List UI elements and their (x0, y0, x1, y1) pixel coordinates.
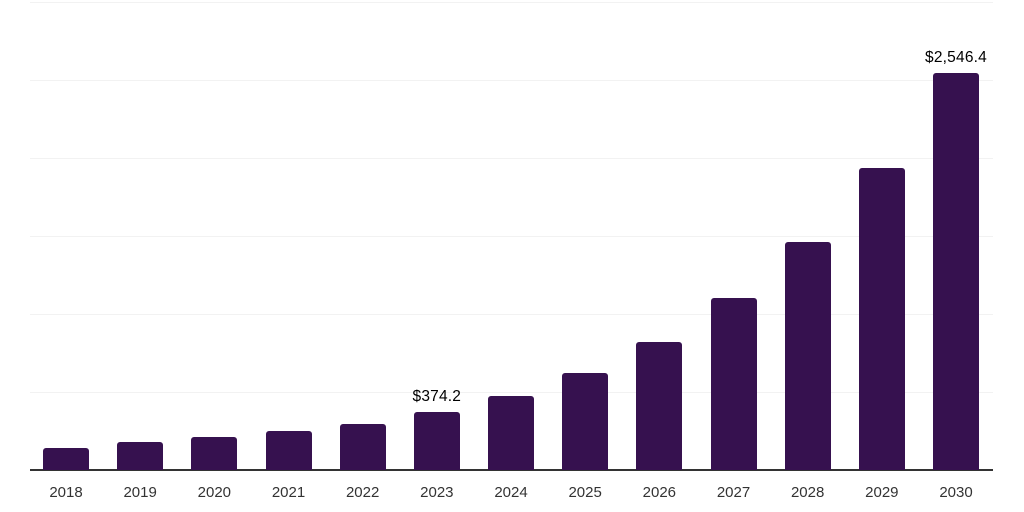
x-axis-line (30, 469, 993, 471)
plot-area: $374.2 $2,546.4 (30, 2, 993, 471)
bar-2027 (710, 298, 757, 470)
bar-2024 (488, 395, 534, 470)
bar-2019 (117, 442, 164, 470)
bar-2028 (784, 242, 831, 470)
gridline-500 (30, 392, 993, 393)
gridline-1500 (30, 236, 993, 237)
bar-2020 (191, 437, 238, 470)
bar-2029 (858, 167, 905, 470)
value-label-2023: $374.2 (412, 387, 462, 405)
x-tick-label-2023: 2023 (420, 484, 454, 501)
x-tick-label-2030: 2030 (939, 484, 973, 501)
x-tick-label-2027: 2027 (716, 484, 751, 501)
bar-2025 (562, 373, 609, 470)
x-tick-label-2028: 2028 (790, 484, 825, 501)
bar-2023 (413, 411, 460, 470)
x-tick-label-2029: 2029 (865, 484, 899, 501)
x-tick-label-2021: 2021 (271, 484, 306, 501)
bar-2026 (636, 342, 683, 470)
gridline-2000 (30, 158, 993, 159)
x-tick-label-2020: 2020 (197, 484, 232, 501)
bar-2021 (265, 431, 312, 470)
bar-2030 (933, 72, 979, 470)
x-tick-label-2018: 2018 (49, 484, 83, 501)
bar-2022 (339, 423, 386, 470)
x-tick-label-2019: 2019 (123, 484, 157, 501)
gridline-3000 (30, 2, 993, 3)
gridline-2500 (30, 80, 993, 81)
gridline-1000 (30, 314, 993, 315)
x-tick-label-2026: 2026 (642, 484, 677, 501)
x-tick-label-2024: 2024 (494, 484, 528, 501)
x-tick-label-2022: 2022 (345, 484, 380, 501)
x-tick-label-2025: 2025 (568, 484, 602, 501)
value-label-2030: $2,546.4 (925, 48, 987, 66)
bar-2018 (43, 448, 89, 470)
